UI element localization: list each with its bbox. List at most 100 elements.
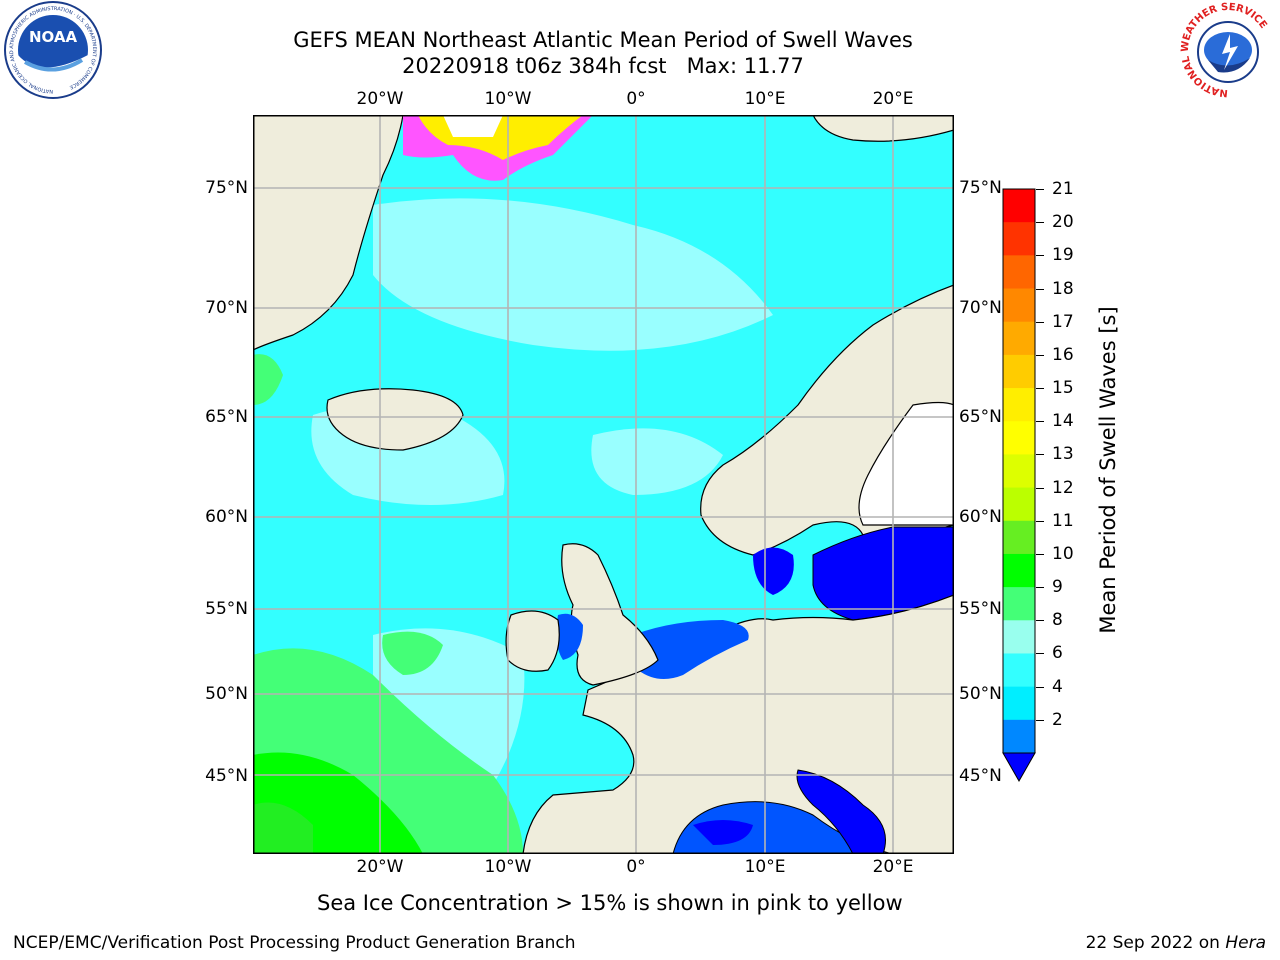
sea-ligurian [693,820,753,845]
lon-tick-bottom: 0° [626,857,646,877]
colorbar-swatch [1003,421,1035,455]
lon-tick-top: 20°W [356,89,404,109]
lon-tick-top: 20°E [872,89,914,109]
nws-logo: NATIONAL WEATHER SERVICE [1180,2,1276,98]
sea-north-sea-south [633,620,749,679]
colorbar-tick [1036,288,1044,290]
footer-credit: NCEP/EMC/Verification Post Processing Pr… [13,933,576,953]
lat-tick-right: 70°N [959,298,1002,318]
sea-adriatic [796,769,886,854]
colorbar-swatch [1003,653,1035,688]
lon-tick-bottom: 10°E [744,857,786,877]
colorbar-title: Mean Period of Swell Waves [s] [1096,306,1120,634]
colorbar-tick [1036,520,1044,522]
colorbar-swatch [1003,255,1035,290]
lat-tick-left: 50°N [205,684,248,704]
land-greenland [253,115,404,351]
colorbar-swatch [1003,553,1035,588]
gulf-of-bothnia [858,401,954,526]
colorbar-label: 2 [1052,709,1063,730]
colorbar-label: 19 [1052,245,1074,266]
sea-irish [556,613,583,660]
lat-tick-right: 65°N [959,407,1002,427]
land-iceland [326,388,464,451]
colorbar-label: 11 [1052,510,1074,531]
footer-date: 22 Sep 2022 on Hera [1086,933,1266,953]
colorbar-label: 9 [1052,577,1063,598]
colorbar-tick [1036,587,1044,589]
colorbar-label: 4 [1052,676,1063,697]
colorbar [1002,188,1036,783]
colorbar-tick [1036,620,1044,622]
colorbar-label: 15 [1052,378,1074,399]
colorbar-tick [1036,321,1044,323]
land-ireland [505,610,560,672]
colorbar-tick [1036,255,1044,257]
colorbar-extend-arrow [1002,752,1036,783]
colorbar-tick [1036,189,1044,190]
lon-tick-bottom: 20°W [356,857,404,877]
colorbar-tick [1036,354,1044,356]
colorbar-tick [1036,222,1044,224]
colorbar-label: 6 [1052,643,1063,664]
colorbar-label: 20 [1052,212,1074,233]
colorbar-label: 18 [1052,278,1074,299]
lat-tick-left: 75°N [205,178,248,198]
lat-tick-right: 50°N [959,684,1002,704]
colorbar-tick [1036,719,1044,721]
colorbar-swatch [1003,719,1035,754]
map-panel [253,115,954,854]
lon-tick-top: 0° [626,89,646,109]
colorbar-swatch [1003,487,1035,522]
colorbar-swatch [1003,520,1035,555]
lat-tick-right: 45°N [959,766,1002,786]
colorbar-tick [1036,421,1044,423]
chart-subtitle: 20220918 t06z 384h fcst Max: 11.77 [402,54,804,78]
lat-tick-left: 70°N [205,298,248,318]
sea-kattegat [753,547,794,595]
lat-tick-left: 65°N [205,407,248,427]
colorbar-tick [1036,454,1044,456]
colorbar-tick [1036,653,1044,655]
colorbar-tick [1036,553,1044,555]
lat-tick-right: 75°N [959,178,1002,198]
colorbar-swatch [1003,620,1035,654]
lon-tick-bottom: 20°E [872,857,914,877]
lat-tick-left: 45°N [205,766,248,786]
colorbar-label: 8 [1052,610,1063,631]
lat-tick-right: 60°N [959,507,1002,527]
colorbar-swatch [1003,587,1035,621]
footer-date-text: 22 Sep 2022 on [1085,933,1226,953]
colorbar-swatch [1003,388,1035,422]
colorbar-label: 13 [1052,444,1074,465]
colorbar-frame [1002,188,1036,754]
colorbar-swatch [1003,686,1035,721]
land-svalbard [812,115,954,142]
sea-ice [403,115,593,181]
colorbar-swatch [1003,454,1035,489]
chart-title: GEFS MEAN Northeast Atlantic Mean Period… [293,28,913,52]
colorbar-label: 21 [1052,179,1074,199]
colorbar-tick [1036,388,1044,390]
footer-host: Hera [1225,933,1266,953]
lon-tick-top: 10°W [484,89,532,109]
colorbar-tick [1036,686,1044,688]
noaa-logo: NOAA NATIONAL OCEANIC AND ATMOSPHERIC AD… [4,1,102,99]
colorbar-label: 16 [1052,344,1074,365]
colorbar-swatch [1003,222,1035,256]
noaa-logo-text: NOAA [29,28,78,46]
lat-tick-right: 55°N [959,599,1002,619]
sea-ice-caption: Sea Ice Concentration > 15% is shown in … [317,891,903,915]
lon-tick-bottom: 10°W [484,857,532,877]
land-britain [561,543,659,686]
colorbar-label: 12 [1052,477,1074,498]
graticule [253,115,954,854]
lat-tick-left: 55°N [205,599,248,619]
colorbar-swatch [1003,354,1035,389]
map-frame [253,115,954,854]
lat-tick-left: 60°N [205,507,248,527]
colorbar-swatch [1003,288,1035,323]
lon-tick-top: 10°E [744,89,786,109]
colorbar-tick [1036,487,1044,489]
colorbar-label: 17 [1052,311,1074,332]
